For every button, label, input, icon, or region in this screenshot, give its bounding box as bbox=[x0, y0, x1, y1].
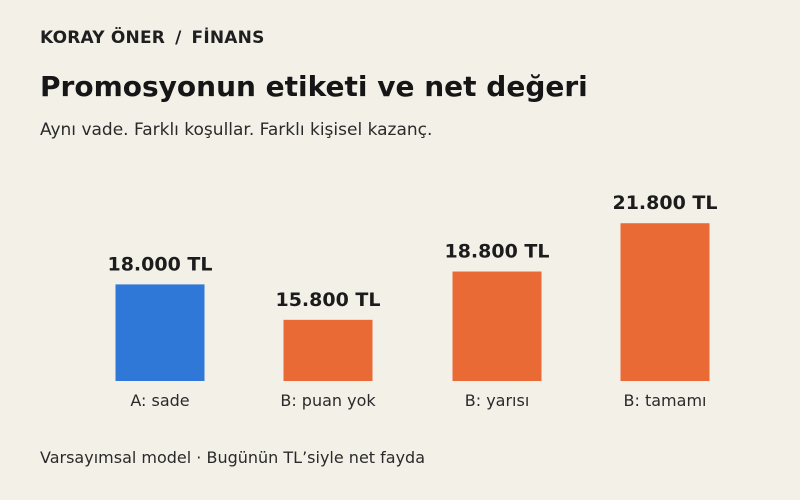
category-label-1: A: sade bbox=[130, 391, 189, 410]
category-label-3: B: yarısı bbox=[465, 391, 530, 410]
footnote: Varsayımsal model · Bugünün TL’siyle net… bbox=[40, 448, 426, 467]
category-label-2: B: puan yok bbox=[280, 391, 376, 410]
bar-4 bbox=[620, 223, 710, 381]
chart-subtitle: Aynı vade. Farklı koşullar. Farklı kişis… bbox=[40, 120, 433, 140]
bar-2 bbox=[283, 319, 373, 381]
author-name: KORAY ÖNER bbox=[40, 28, 166, 48]
bar-value-label-2: 15.800 TL bbox=[275, 289, 380, 311]
bar-value-label-4: 21.800 TL bbox=[612, 192, 717, 214]
bar-value-label-3: 18.800 TL bbox=[444, 241, 549, 263]
bar-1 bbox=[115, 284, 205, 381]
section-name: FİNANS bbox=[191, 28, 265, 48]
bar-value-label-1: 18.000 TL bbox=[107, 253, 212, 275]
category-label-4: B: tamamı bbox=[624, 391, 707, 410]
chart-title: Promosyonun etiketi ve net değeri bbox=[40, 70, 588, 103]
bar-3 bbox=[452, 271, 542, 381]
kicker-separator: / bbox=[175, 28, 182, 48]
header-kicker: KORAY ÖNER / FİNANS bbox=[40, 28, 265, 48]
